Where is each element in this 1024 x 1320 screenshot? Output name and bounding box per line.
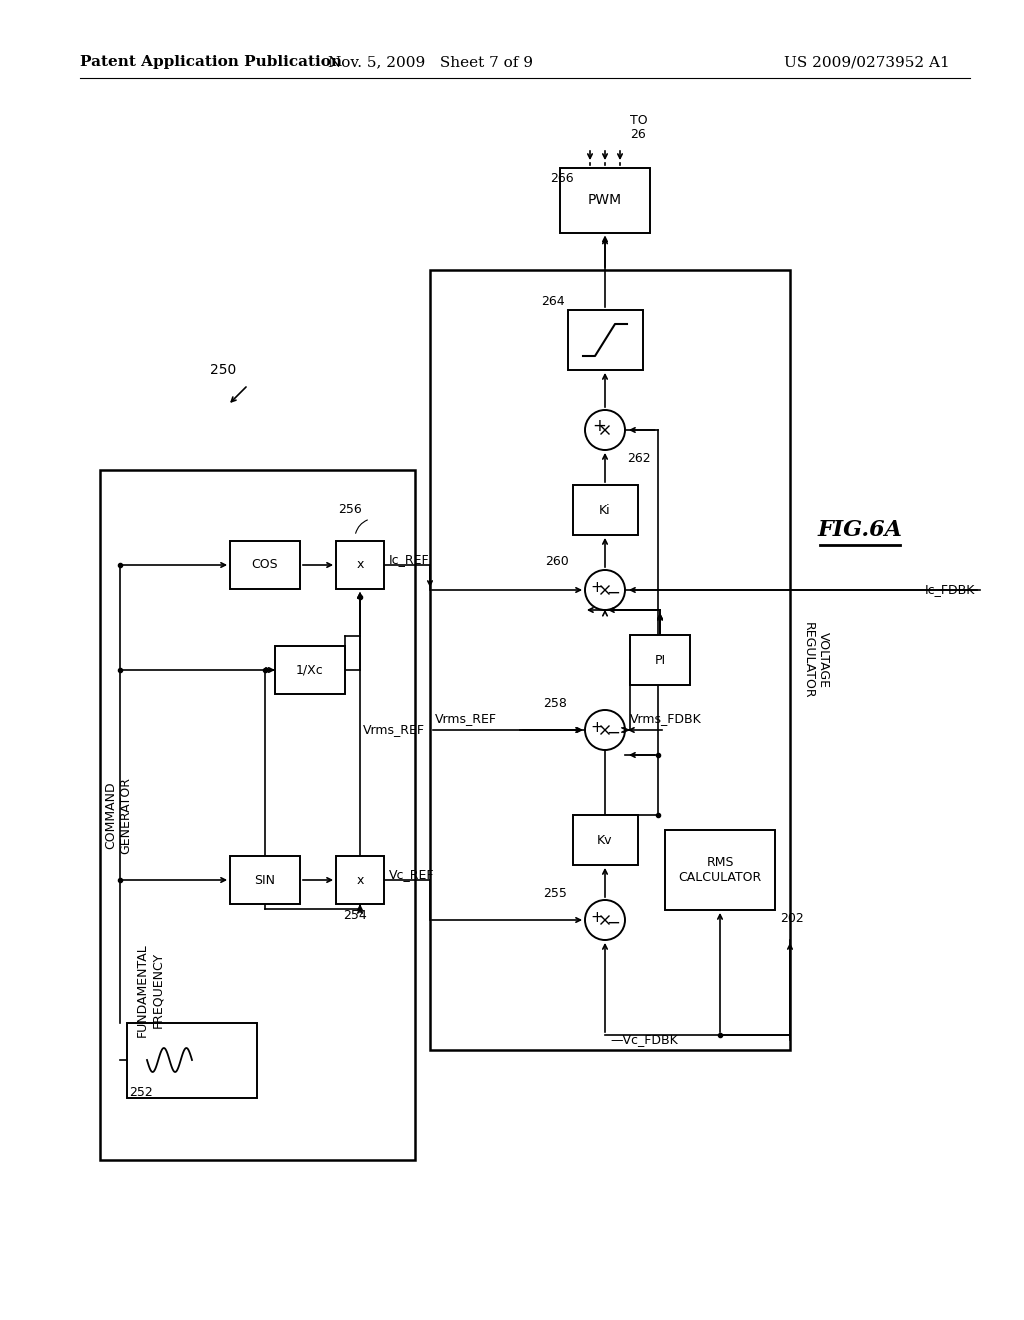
Text: VOLTAGE
REGULATOR: VOLTAGE REGULATOR: [802, 622, 830, 698]
Bar: [127, 1023, 257, 1097]
Text: 252: 252: [129, 1086, 153, 1100]
Text: Patent Application Publication: Patent Application Publication: [80, 55, 342, 69]
Bar: [275, 645, 345, 694]
Bar: [230, 855, 300, 904]
Text: 262: 262: [627, 451, 650, 465]
Text: Kv: Kv: [597, 833, 612, 846]
Bar: [572, 814, 638, 865]
Circle shape: [585, 900, 625, 940]
Circle shape: [585, 411, 625, 450]
Text: −: −: [606, 583, 620, 602]
Text: Ic_FDBK: Ic_FDBK: [925, 583, 975, 597]
Text: 26: 26: [630, 128, 646, 141]
Bar: [336, 541, 384, 589]
Bar: [567, 310, 642, 370]
Text: Vrms_FDBK: Vrms_FDBK: [630, 711, 701, 725]
Text: Vrms_REF: Vrms_REF: [362, 723, 425, 737]
Text: FUNDAMENTAL
FREQUENCY: FUNDAMENTAL FREQUENCY: [136, 942, 164, 1038]
Bar: [430, 271, 790, 1049]
Text: x: x: [356, 874, 364, 887]
Text: 260: 260: [545, 554, 568, 568]
Circle shape: [585, 570, 625, 610]
Text: Vc_REF: Vc_REF: [389, 869, 434, 882]
Text: +: +: [591, 909, 603, 924]
Text: —Vc_FDBK: —Vc_FDBK: [610, 1034, 678, 1047]
Text: 255: 255: [543, 887, 567, 900]
Text: 266: 266: [550, 172, 573, 185]
Bar: [560, 168, 650, 232]
Text: −: −: [606, 913, 620, 932]
Text: FIG.6A: FIG.6A: [817, 519, 902, 541]
Text: +: +: [591, 719, 603, 734]
Text: +: +: [591, 579, 603, 594]
Text: 258: 258: [543, 697, 567, 710]
Text: +: +: [592, 417, 606, 436]
Text: Vrms_REF: Vrms_REF: [435, 711, 497, 725]
Text: Ki: Ki: [599, 503, 610, 516]
Text: Ic_REF: Ic_REF: [389, 553, 430, 566]
Text: 256: 256: [338, 503, 361, 516]
Text: US 2009/0273952 A1: US 2009/0273952 A1: [784, 55, 950, 69]
Text: 250: 250: [210, 363, 237, 378]
Bar: [665, 830, 775, 909]
Bar: [230, 541, 300, 589]
Text: RMS
CALCULATOR: RMS CALCULATOR: [678, 855, 762, 884]
Circle shape: [585, 710, 625, 750]
Text: 202: 202: [780, 912, 804, 925]
Text: COMMAND
GENERATOR: COMMAND GENERATOR: [104, 776, 132, 854]
Bar: [100, 470, 415, 1160]
Text: SIN: SIN: [255, 874, 275, 887]
Text: 264: 264: [541, 294, 564, 308]
Text: TO: TO: [630, 114, 647, 127]
Text: COS: COS: [252, 558, 279, 572]
Bar: [336, 855, 384, 904]
Text: 254: 254: [343, 909, 367, 921]
Text: Nov. 5, 2009   Sheet 7 of 9: Nov. 5, 2009 Sheet 7 of 9: [328, 55, 532, 69]
Text: x: x: [356, 558, 364, 572]
Text: PI: PI: [654, 653, 666, 667]
Text: PWM: PWM: [588, 193, 622, 207]
Bar: [572, 484, 638, 535]
Text: 1/Xc: 1/Xc: [296, 664, 324, 676]
Text: −: −: [606, 723, 620, 742]
Bar: [630, 635, 690, 685]
